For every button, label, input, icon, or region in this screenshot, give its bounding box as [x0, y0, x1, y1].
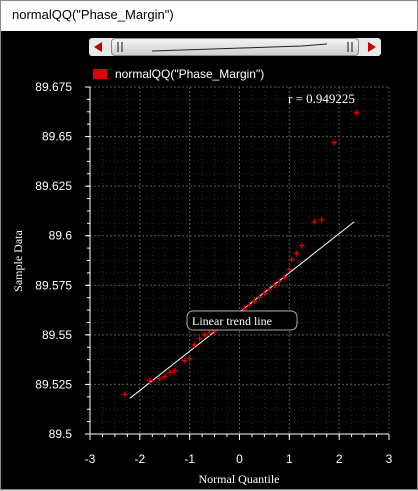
x-tick-label: 3 — [386, 452, 393, 466]
data-point — [298, 242, 305, 249]
data-point — [281, 274, 288, 281]
data-point — [186, 355, 193, 362]
x-tick-label: 1 — [286, 452, 293, 466]
data-point — [121, 391, 128, 398]
data-point — [251, 298, 258, 305]
y-tick-label: 89.525 — [35, 377, 72, 391]
data-point — [146, 377, 153, 384]
scroll-left-icon[interactable] — [89, 38, 107, 56]
grid-lines — [89, 86, 390, 435]
y-tick-label: 89.575 — [35, 278, 72, 292]
data-point — [191, 341, 198, 348]
scrollbar-thumb[interactable] — [111, 38, 359, 56]
data-point — [271, 282, 278, 289]
data-points — [121, 109, 360, 398]
y-tick-label: 89.625 — [35, 179, 72, 193]
data-point — [286, 266, 293, 273]
data-point — [353, 109, 360, 116]
data-point — [181, 357, 188, 364]
y-axis-label: Sample Data — [11, 230, 25, 292]
x-tick-label: -1 — [184, 452, 195, 466]
x-tick-label: 2 — [336, 452, 343, 466]
data-point — [261, 290, 268, 297]
x-tick-labels: -3 -2 -1 0 1 2 3 — [85, 434, 393, 466]
x-tick-label: -3 — [85, 452, 96, 466]
data-point — [256, 294, 263, 301]
data-point — [246, 302, 253, 309]
data-point — [311, 218, 318, 225]
data-point — [293, 250, 300, 257]
x-tick-label: -2 — [134, 452, 145, 466]
y-tick-labels: 89.5 89.525 89.55 89.575 89.6 89.625 89.65 89.6… — [35, 80, 90, 441]
data-point — [276, 278, 283, 285]
horizontal-scrollbar[interactable] — [89, 36, 381, 58]
data-point — [156, 375, 163, 382]
data-point — [266, 286, 273, 293]
y-tick-label: 89.6 — [49, 229, 73, 243]
data-point — [196, 335, 203, 342]
x-tick-label: 0 — [236, 452, 243, 466]
data-point — [201, 331, 208, 338]
title-bar: normalQQ("Phase_Margin") — [1, 1, 417, 32]
linear-trend-line — [129, 221, 355, 399]
trend-line-label: Linear trend line — [192, 314, 272, 328]
x-axis-label: Normal Quantile — [199, 472, 280, 486]
legend-swatch — [93, 69, 107, 79]
data-point — [288, 256, 295, 263]
window-title: normalQQ("Phase_Margin") — [12, 7, 174, 22]
scroll-right-icon[interactable] — [363, 38, 381, 56]
r-value-label: r = 0.949225 — [288, 91, 355, 106]
y-tick-label: 89.5 — [49, 427, 73, 441]
y-tick-label: 89.675 — [35, 80, 72, 94]
data-point — [171, 367, 178, 374]
y-tick-label: 89.65 — [42, 130, 72, 144]
legend-label: normalQQ("Phase_Margin") — [115, 67, 265, 81]
data-point — [318, 216, 325, 223]
trend-label-box — [186, 310, 298, 331]
data-point — [166, 369, 173, 376]
y-tick-label: 89.55 — [42, 328, 72, 342]
data-point — [331, 139, 338, 146]
data-point — [161, 373, 168, 380]
data-point — [206, 329, 213, 336]
thumb-grip-icon — [117, 42, 353, 52]
